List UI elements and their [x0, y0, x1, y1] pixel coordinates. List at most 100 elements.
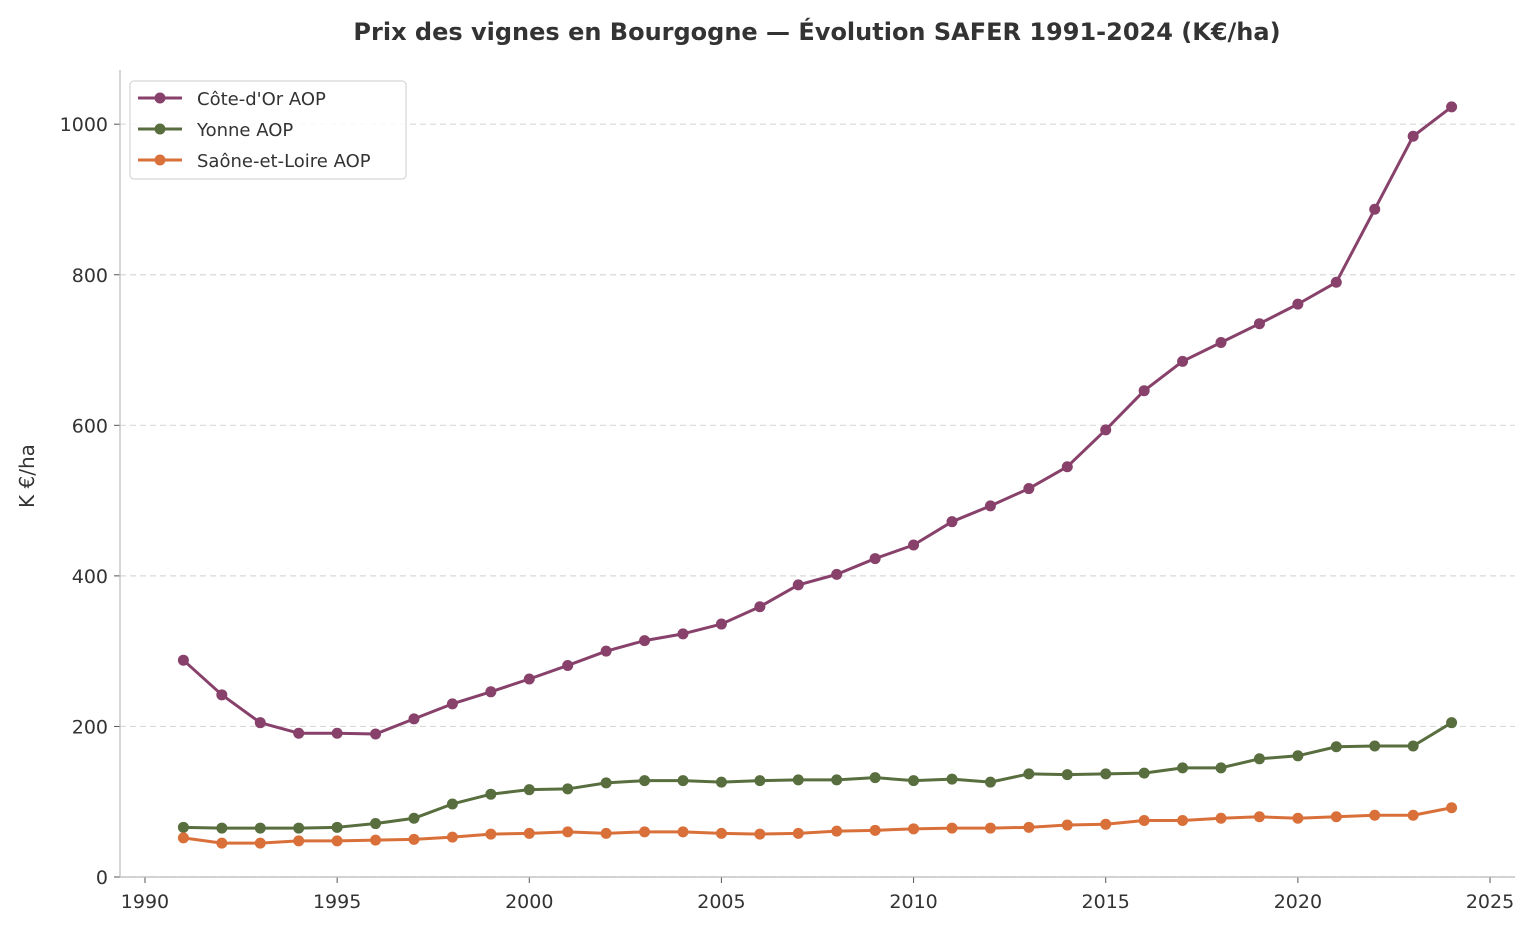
y-axis-label: K €/ha — [15, 444, 39, 508]
data-point — [562, 826, 574, 838]
data-point — [485, 788, 497, 800]
data-point — [408, 833, 420, 845]
data-point — [600, 777, 612, 789]
data-point — [446, 831, 458, 843]
data-point — [792, 827, 804, 839]
data-point — [1023, 483, 1035, 495]
data-point — [562, 659, 574, 671]
data-point — [562, 783, 574, 795]
data-point — [639, 826, 651, 838]
series-line — [182, 105, 1453, 736]
data-point — [831, 568, 843, 580]
y-tick-label: 800 — [72, 265, 108, 287]
series-line — [183, 721, 1453, 830]
data-point — [1253, 318, 1265, 330]
data-point — [177, 821, 189, 833]
data-point — [216, 689, 228, 701]
data-point — [792, 774, 804, 786]
data-point — [177, 654, 189, 666]
data-point — [1446, 717, 1458, 729]
data-point — [715, 827, 727, 839]
series-line — [183, 806, 1452, 845]
data-point — [523, 673, 535, 685]
data-point — [1292, 298, 1304, 310]
y-tick-label: 1000 — [60, 114, 108, 136]
data-point — [639, 775, 651, 787]
legend-label: Yonne AOP — [196, 120, 293, 141]
data-point — [177, 832, 189, 844]
data-point — [946, 516, 958, 528]
data-point — [1446, 802, 1458, 814]
x-tick-label: 2010 — [889, 891, 937, 913]
data-point — [1061, 461, 1073, 473]
data-point — [1292, 750, 1304, 762]
data-point — [216, 837, 228, 849]
legend-marker — [154, 154, 166, 166]
data-point — [831, 774, 843, 786]
data-point — [1330, 811, 1342, 823]
data-point — [523, 784, 535, 796]
data-point — [1446, 101, 1458, 113]
data-point — [1369, 203, 1381, 215]
data-point — [331, 821, 343, 833]
data-point — [715, 776, 727, 788]
data-point — [1177, 815, 1189, 827]
data-point — [408, 713, 420, 725]
data-point — [331, 727, 343, 739]
data-point — [869, 772, 881, 784]
x-tick-label: 2005 — [697, 891, 745, 913]
data-point — [254, 717, 266, 729]
data-point — [1215, 812, 1227, 824]
data-point — [754, 601, 766, 613]
data-point — [600, 827, 612, 839]
data-point — [370, 728, 382, 740]
data-point — [523, 827, 535, 839]
x-tick-label: 1995 — [313, 891, 361, 913]
data-point — [869, 824, 881, 836]
data-point — [1138, 815, 1150, 827]
data-point — [984, 500, 996, 512]
chart-title: Prix des vignes en Bourgogne — Évolution… — [353, 17, 1280, 46]
data-point — [1177, 355, 1189, 367]
data-point — [293, 822, 305, 834]
data-point — [446, 698, 458, 710]
data-point — [1407, 740, 1419, 752]
data-point — [446, 798, 458, 810]
data-point — [1061, 769, 1073, 781]
data-point — [600, 645, 612, 657]
data-point — [1369, 809, 1381, 821]
data-point — [1215, 762, 1227, 774]
data-point — [1253, 811, 1265, 823]
data-point — [1023, 768, 1035, 780]
data-point — [946, 773, 958, 785]
data-point — [754, 775, 766, 787]
x-tick-label: 2015 — [1082, 891, 1130, 913]
data-point — [1253, 753, 1265, 765]
data-point — [946, 822, 958, 834]
data-point — [715, 618, 727, 630]
legend-label: Saône-et-Loire AOP — [197, 151, 371, 172]
data-point — [293, 835, 305, 847]
legend-marker — [154, 92, 166, 104]
x-tick-label: 2000 — [505, 891, 553, 913]
data-point — [1177, 762, 1189, 774]
data-point — [1369, 740, 1381, 752]
data-point — [293, 727, 305, 739]
data-point — [1407, 130, 1419, 142]
x-tick-label: 2020 — [1274, 891, 1322, 913]
data-point — [677, 826, 689, 838]
data-point — [792, 579, 804, 591]
data-point — [485, 686, 497, 698]
data-point — [984, 822, 996, 834]
legend-label: Côte-d'Or AOP — [197, 89, 326, 110]
data-point — [984, 776, 996, 788]
x-tick-label: 2025 — [1466, 891, 1514, 913]
data-point — [1292, 812, 1304, 824]
data-point — [370, 818, 382, 830]
data-point — [908, 823, 920, 835]
data-point — [677, 775, 689, 787]
x-tick-label: 1990 — [121, 891, 169, 913]
data-point — [1330, 741, 1342, 753]
data-point — [639, 635, 651, 647]
